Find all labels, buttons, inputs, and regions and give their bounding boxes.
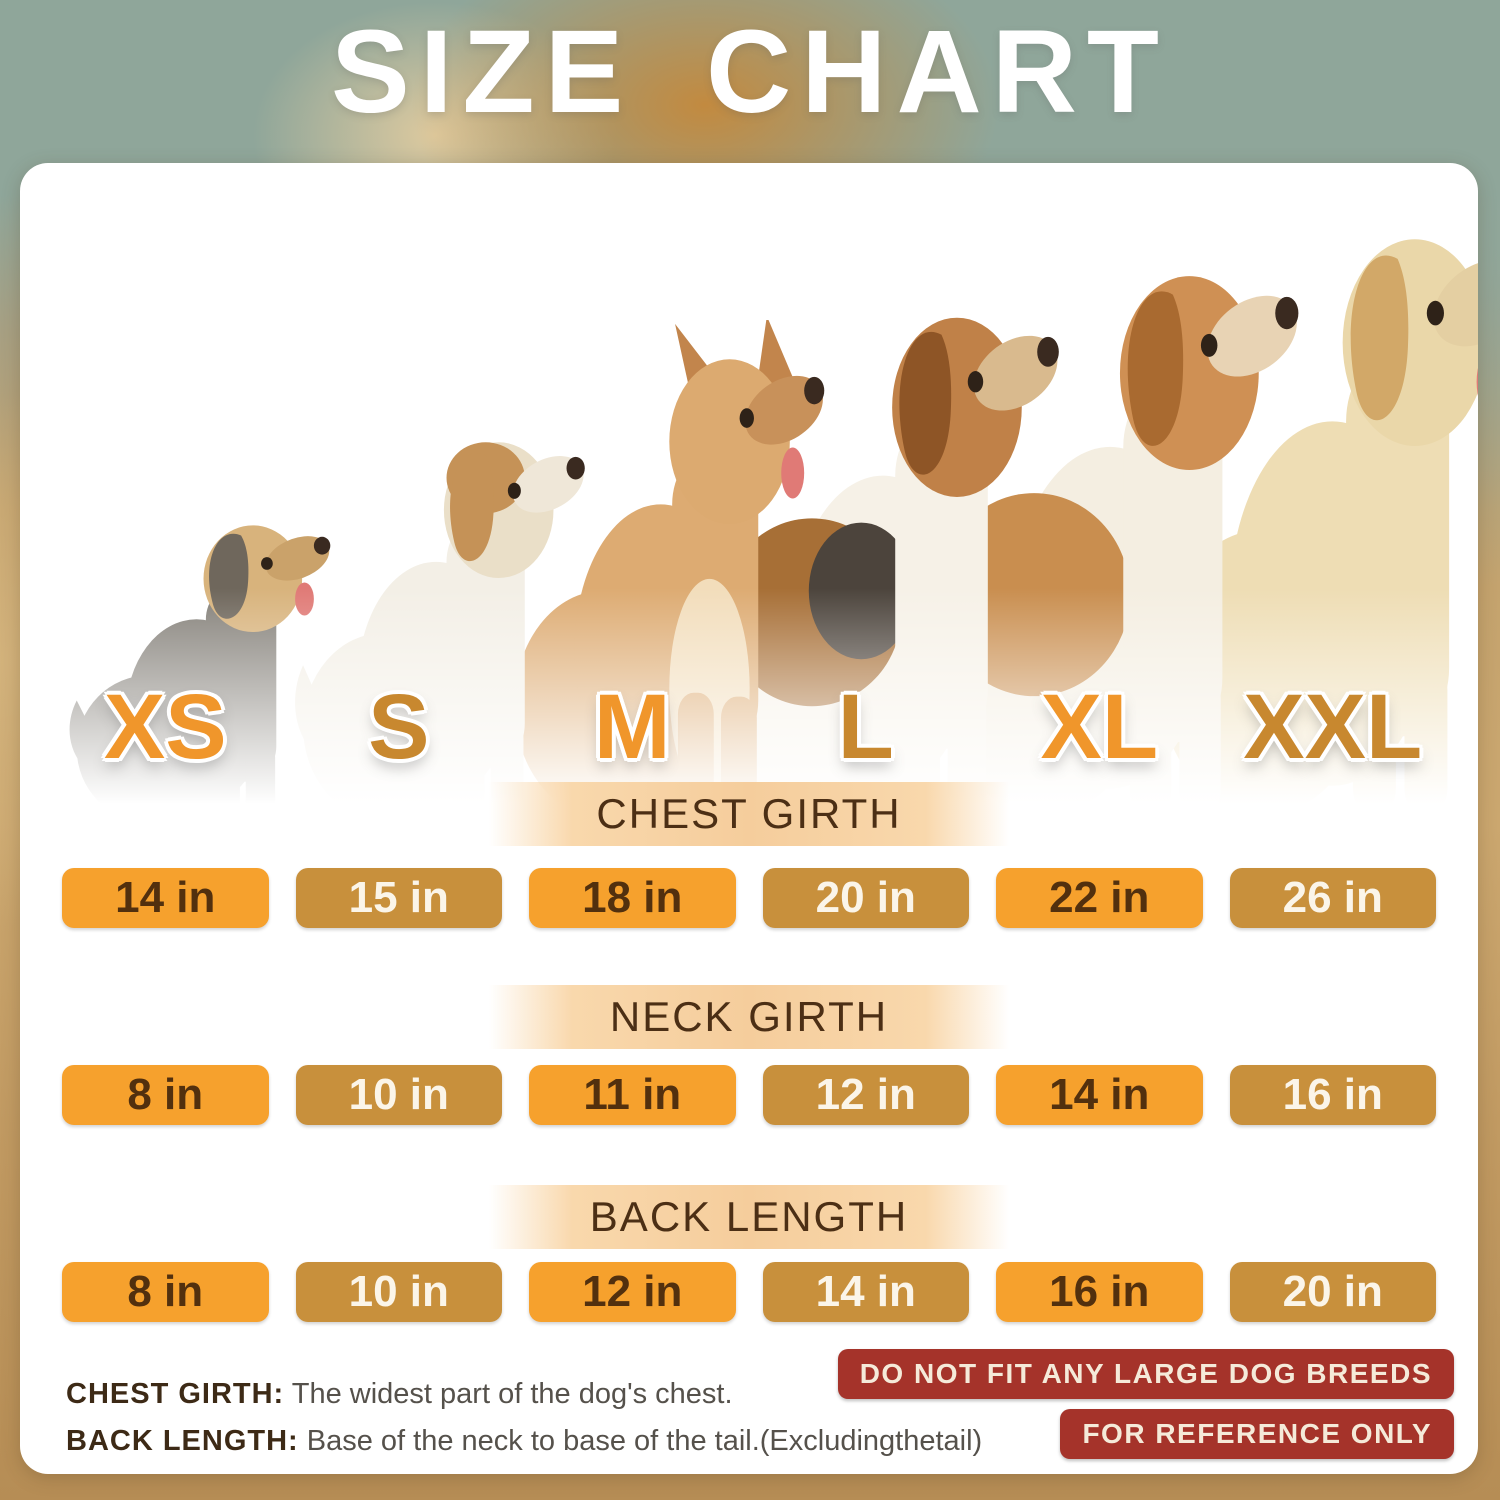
dog-xs-yorkshire-terrier-icon	[65, 500, 335, 830]
note-text: Base of the neck to base of the tail.(Ex…	[306, 1425, 983, 1457]
chest-girth-xs-value: 14 in	[62, 868, 269, 928]
neck-girth-m-value: 11 in	[529, 1065, 736, 1125]
warning-badge-for-reference-only: FOR REFERENCE ONLY	[1060, 1409, 1454, 1459]
size-chart-card: XS S M L XL XXL CHEST GIRTH 14 in 15 in 18 in 20 …	[20, 163, 1478, 1474]
size-label-l: L	[837, 676, 894, 778]
note-text: The widest part of the dog's chest.	[291, 1378, 733, 1410]
size-label-xs: XS	[103, 676, 227, 778]
size-label-xxl: XXL	[1243, 676, 1423, 778]
back-length-l-value: 14 in	[762, 1262, 969, 1322]
note-label: BACK LENGTH:	[66, 1425, 299, 1457]
note-label: CHEST GIRTH:	[66, 1378, 285, 1410]
size-label-m: M	[593, 676, 671, 778]
page-title: SIZE CHART	[331, 6, 1169, 138]
section-header-back-length: BACK LENGTH	[489, 1185, 1009, 1249]
chest-girth-l-value: 20 in	[762, 868, 969, 928]
back-length-xxl-value: 20 in	[1229, 1262, 1436, 1322]
note-back-length: BACK LENGTH: Base of the neck to base of…	[66, 1425, 982, 1458]
back-length-xl-value: 16 in	[996, 1262, 1203, 1322]
warning-badge-do-not-fit-any-large-dog-breeds: DO NOT FIT ANY LARGE DOG BREEDS	[837, 1349, 1454, 1399]
neck-girth-l-value: 12 in	[762, 1065, 969, 1125]
neck-girth-xl-value: 14 in	[996, 1065, 1203, 1125]
dog-s-jack-russell-terrier-icon	[290, 410, 590, 830]
back-length-s-value: 10 in	[295, 1262, 502, 1322]
back-length-m-value: 12 in	[529, 1262, 736, 1322]
value-row-back-length: 8 in 10 in 12 in 14 in 16 in 20 in	[62, 1262, 1436, 1322]
size-label-s: S	[368, 676, 430, 778]
note-chest-girth: CHEST GIRTH: The widest part of the dog'…	[66, 1378, 733, 1411]
chest-girth-m-value: 18 in	[529, 868, 736, 928]
chest-girth-s-value: 15 in	[295, 868, 502, 928]
back-length-xs-value: 8 in	[62, 1262, 269, 1322]
section-header-neck-girth: NECK GIRTH	[489, 985, 1009, 1049]
value-row-neck-girth: 8 in 10 in 11 in 12 in 14 in 16 in	[62, 1065, 1436, 1125]
neck-girth-s-value: 10 in	[295, 1065, 502, 1125]
chest-girth-xxl-value: 26 in	[1229, 868, 1436, 928]
size-label-xl: XL	[1040, 676, 1159, 778]
neck-girth-xxl-value: 16 in	[1229, 1065, 1436, 1125]
value-row-chest-girth: 14 in 15 in 18 in 20 in 22 in 26 in	[62, 868, 1436, 928]
chest-girth-xl-value: 22 in	[996, 868, 1203, 928]
section-header-chest-girth: CHEST GIRTH	[489, 782, 1009, 846]
neck-girth-xs-value: 8 in	[62, 1065, 269, 1125]
